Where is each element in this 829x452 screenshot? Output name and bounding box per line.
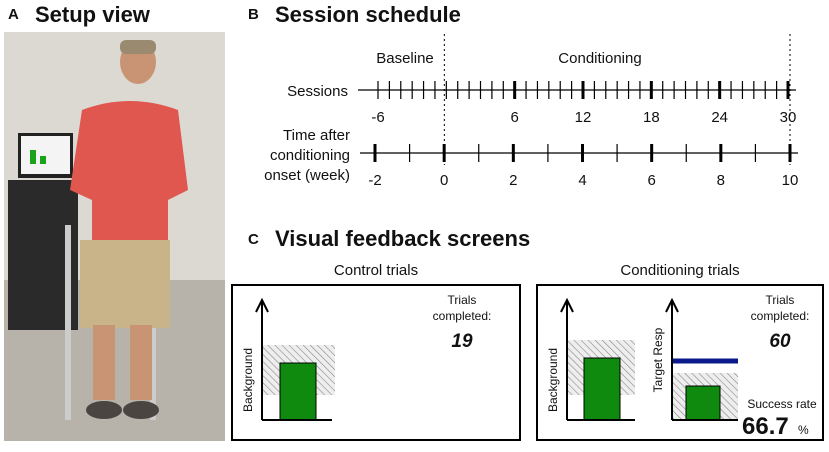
week-label: 6: [647, 172, 655, 189]
screen-title: Control trials: [334, 262, 418, 279]
week-label: 10: [782, 172, 799, 189]
row-label: conditioning: [270, 147, 350, 164]
panel-letter: A: [8, 6, 19, 23]
session-label: 18: [643, 109, 660, 126]
success-label: Success rate: [747, 397, 817, 411]
panel-letter: B: [248, 6, 259, 23]
panel-title: Session schedule: [275, 2, 461, 27]
success-rate: 66.7: [742, 413, 789, 440]
axis-label: Background: [546, 348, 560, 412]
row-label: Sessions: [287, 83, 348, 100]
week-label: 0: [440, 172, 448, 189]
timeline: -6 6 12 18 24 30-2 0 2 4 6 8 10: [358, 34, 798, 189]
session-label: 24: [711, 109, 728, 126]
trials-label: completed:: [433, 309, 492, 323]
panel-letter: C: [248, 231, 259, 248]
session-label: -6: [371, 109, 384, 126]
session-label: 12: [575, 109, 592, 126]
panel-title: Visual feedback screens: [275, 226, 530, 251]
panel-title: Setup view: [35, 2, 151, 27]
trials-count: 19: [451, 331, 473, 352]
trials-label: Trials: [766, 293, 795, 307]
conditioning-screen: Background Target Resp Trials completed:…: [536, 284, 824, 441]
row-label: onset (week): [264, 167, 350, 184]
phase-label: Baseline: [376, 50, 434, 67]
week-label: 8: [717, 172, 725, 189]
week-label: 4: [578, 172, 586, 189]
screen-title: Conditioning trials: [620, 262, 739, 279]
trials-count: 60: [769, 331, 791, 352]
phase-label: Conditioning: [558, 50, 641, 67]
axis-label: Background: [241, 348, 255, 412]
control-screen: Background Trials completed: 19: [231, 284, 521, 441]
session-label: 6: [510, 109, 518, 126]
setup-photo: [4, 32, 225, 441]
session-label: 30: [780, 109, 797, 126]
week-label: -2: [368, 172, 381, 189]
row-label: Time after: [283, 127, 350, 144]
week-label: 2: [509, 172, 517, 189]
axis-label: Target Resp: [651, 327, 665, 392]
success-unit: %: [798, 423, 809, 437]
trials-label: completed:: [751, 309, 810, 323]
trials-label: Trials: [448, 293, 477, 307]
